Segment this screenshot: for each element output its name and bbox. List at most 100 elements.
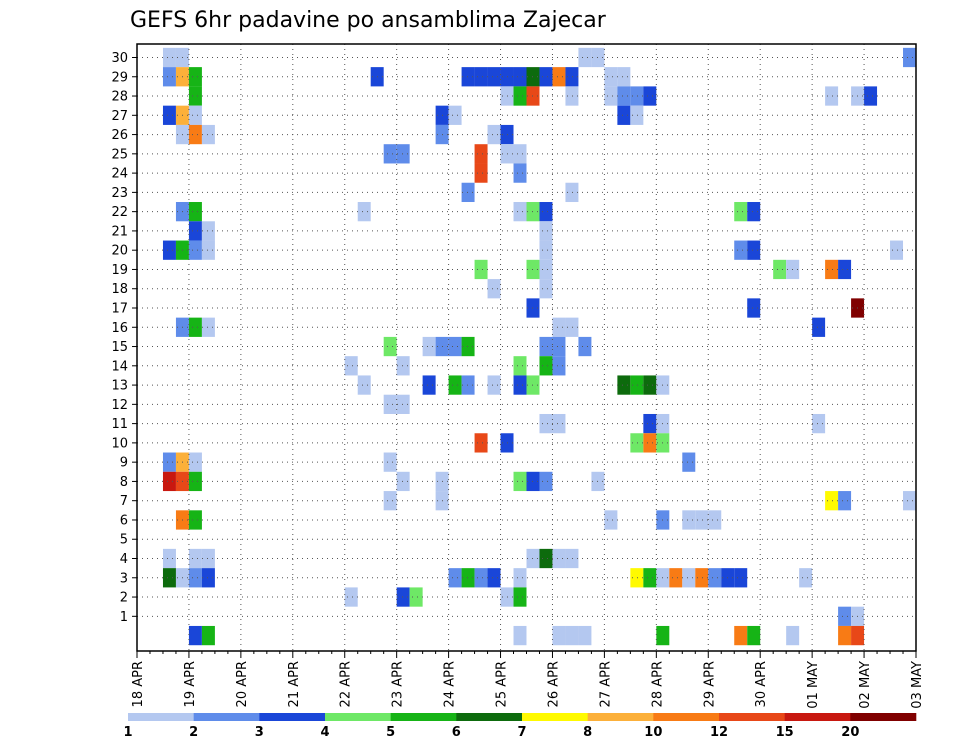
y-tick-label: 23 bbox=[111, 186, 128, 201]
colorbar-swatch bbox=[325, 713, 391, 721]
heatmap-cell bbox=[565, 317, 579, 337]
heatmap-cell bbox=[461, 375, 475, 395]
y-tick-label: 18 bbox=[111, 282, 128, 297]
colorbar-swatch bbox=[128, 713, 194, 721]
heatmap-cell bbox=[643, 413, 657, 434]
colorbar-swatch bbox=[653, 713, 720, 721]
heatmap-cell bbox=[162, 105, 176, 125]
y-tick-label: 21 bbox=[111, 224, 128, 239]
heatmap-cell bbox=[630, 86, 644, 106]
y-tick-label: 11 bbox=[111, 417, 128, 432]
colorbar-swatch bbox=[522, 713, 588, 721]
heatmap-cell bbox=[565, 86, 579, 106]
x-axis: 18 APR 19 APR 20 APR 21 APR 22 APR 23 APR 24 A… bbox=[131, 651, 925, 709]
heatmap-cell bbox=[643, 375, 657, 395]
x-tick-label: 24 APR bbox=[443, 661, 458, 707]
heatmap-cell bbox=[890, 240, 904, 260]
heatmap-cell bbox=[617, 86, 631, 106]
heatmap-cell bbox=[461, 182, 475, 203]
heatmap-cell bbox=[539, 413, 553, 434]
heatmap-cell bbox=[513, 356, 527, 376]
heatmap-cell bbox=[617, 105, 631, 125]
heatmap-cell bbox=[513, 625, 527, 646]
y-tick-label: 1 bbox=[120, 610, 128, 625]
heatmap-cell bbox=[565, 182, 579, 203]
heatmap-cell bbox=[578, 47, 592, 68]
x-tick-label: 19 APR bbox=[183, 661, 198, 707]
heatmap-cell bbox=[604, 86, 618, 106]
heatmap-cell bbox=[383, 394, 397, 414]
heatmap-cell bbox=[188, 105, 202, 125]
heatmap-cell bbox=[513, 587, 527, 607]
y-tick-label: 14 bbox=[111, 359, 128, 374]
heatmap-cell bbox=[188, 452, 202, 472]
heatmap-cell bbox=[448, 568, 462, 588]
heatmap-cell bbox=[344, 356, 358, 376]
x-tick-label: 30 APR bbox=[754, 661, 769, 707]
x-tick-label: 26 APR bbox=[546, 661, 561, 707]
heatmap-cell bbox=[643, 433, 657, 453]
heatmap-cell bbox=[682, 568, 696, 588]
heatmap-cell bbox=[513, 163, 527, 183]
heatmap-cell bbox=[487, 568, 501, 588]
heatmap-cell bbox=[201, 317, 215, 337]
colorbar-label: 2 bbox=[189, 725, 198, 740]
colorbar-label: 5 bbox=[386, 725, 395, 740]
heatmap-cell bbox=[357, 202, 371, 222]
colorbar-swatch bbox=[784, 713, 851, 721]
heatmap-cell bbox=[903, 491, 916, 511]
heatmap-cell bbox=[734, 625, 748, 646]
heatmap-cell bbox=[201, 548, 215, 569]
heatmap-cell bbox=[201, 240, 215, 260]
heatmap-cell bbox=[773, 259, 787, 280]
heatmap-cell bbox=[708, 568, 722, 588]
y-tick-label: 6 bbox=[120, 513, 128, 528]
x-tick-label: 25 APR bbox=[495, 661, 510, 707]
heatmap-cell bbox=[487, 279, 501, 299]
y-tick-label: 15 bbox=[111, 340, 128, 355]
colorbar-label: 7 bbox=[517, 725, 526, 740]
heatmap-cell bbox=[201, 221, 215, 241]
heatmap-cell bbox=[565, 67, 579, 87]
heatmap-cell bbox=[539, 202, 553, 222]
y-tick-label: 8 bbox=[120, 475, 128, 490]
heatmap-cell bbox=[344, 587, 358, 607]
colorbar-swatch bbox=[390, 713, 457, 721]
colorbar-swatch bbox=[193, 713, 260, 721]
x-tick-label: 21 APR bbox=[287, 661, 302, 707]
heatmap-cell bbox=[396, 471, 410, 492]
heatmap-cell bbox=[422, 336, 436, 357]
heatmap-cell bbox=[448, 336, 462, 357]
colorbar-swatch bbox=[587, 713, 654, 721]
heatmap-cell bbox=[630, 433, 644, 453]
heatmap-cell bbox=[552, 317, 566, 337]
heatmap-cell bbox=[552, 548, 566, 569]
heatmap-cell bbox=[188, 86, 202, 106]
heatmap-cell bbox=[383, 336, 397, 357]
colorbar-label: 15 bbox=[776, 725, 794, 740]
heatmap-cell bbox=[552, 625, 566, 646]
heatmap-cell bbox=[396, 144, 410, 164]
heatmap-cell bbox=[786, 625, 800, 646]
grid-lines bbox=[137, 44, 916, 651]
heatmap-cell bbox=[630, 375, 644, 395]
heatmap-cell bbox=[162, 67, 176, 87]
x-tick-label: 29 APR bbox=[702, 661, 717, 707]
x-tick-label: 03 MAY bbox=[910, 661, 925, 709]
heatmap-cell bbox=[812, 413, 826, 434]
colorbar-label: 20 bbox=[841, 725, 859, 740]
heatmap-cell bbox=[188, 548, 202, 569]
heatmap-cell bbox=[695, 510, 709, 530]
y-tick-label: 17 bbox=[111, 301, 128, 316]
y-tick-label: 9 bbox=[120, 456, 128, 471]
heatmap-cell bbox=[409, 587, 423, 607]
heatmap-cell bbox=[448, 375, 462, 395]
heatmap-cell bbox=[162, 471, 176, 492]
heatmap-cell bbox=[539, 221, 553, 241]
heatmap-cell bbox=[669, 568, 683, 588]
y-axis: 1234567891011121314151617181920212223242… bbox=[111, 51, 137, 625]
heatmap-cell bbox=[474, 67, 488, 87]
heatmap-cell bbox=[474, 433, 488, 453]
heatmap-cell bbox=[565, 548, 579, 569]
heatmap-cell bbox=[188, 568, 202, 588]
